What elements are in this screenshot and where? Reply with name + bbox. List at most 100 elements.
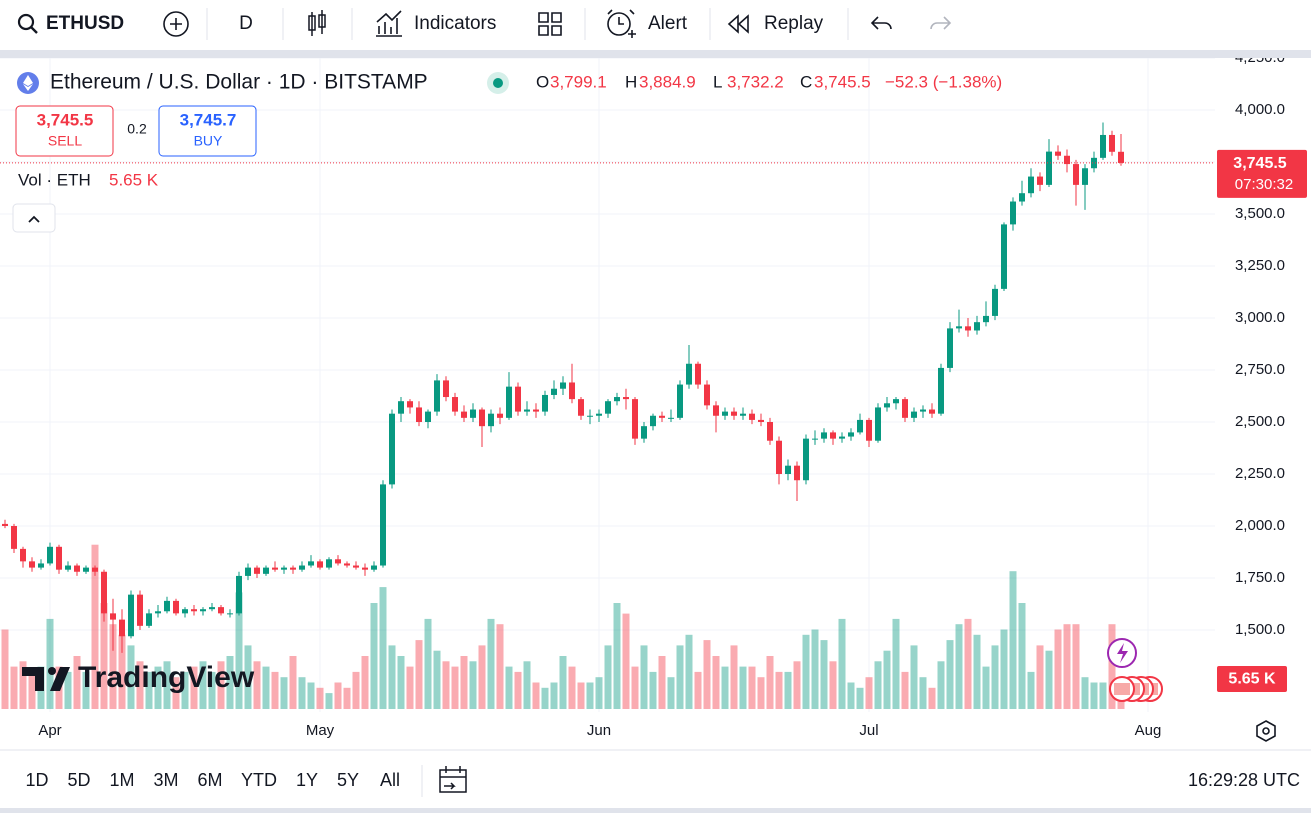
range-button[interactable]: 3M bbox=[153, 770, 178, 790]
volume-legend-value: 5.65 K bbox=[109, 170, 159, 189]
volume-bar bbox=[829, 661, 837, 709]
range-button[interactable]: 5Y bbox=[337, 770, 359, 790]
volume-bar bbox=[856, 687, 864, 709]
volume-legend: Vol · ETH bbox=[18, 170, 91, 189]
volume-bar bbox=[874, 661, 882, 709]
clock: 16:29:28 UTC bbox=[1188, 770, 1300, 790]
candle-body bbox=[1055, 151, 1061, 156]
x-tick-label: Aug bbox=[1135, 722, 1162, 739]
candle-body bbox=[362, 567, 368, 570]
candle-body bbox=[407, 401, 413, 408]
volume-bar bbox=[901, 671, 909, 709]
candle-body bbox=[1001, 224, 1007, 289]
candle-body bbox=[533, 409, 539, 412]
volume-bar bbox=[649, 671, 657, 709]
volume-bar bbox=[46, 618, 54, 709]
candle-body bbox=[992, 288, 998, 316]
volume-bar bbox=[271, 671, 279, 709]
candle-body bbox=[839, 436, 845, 439]
symbol[interactable]: ETHUSD bbox=[46, 13, 124, 34]
range-button[interactable]: 5D bbox=[67, 770, 90, 790]
candle-body bbox=[425, 411, 431, 422]
volume-bar bbox=[523, 661, 531, 709]
candle-body bbox=[434, 380, 440, 412]
watermark-logo bbox=[48, 667, 56, 675]
volume-bar bbox=[478, 645, 486, 709]
candle-body bbox=[830, 432, 836, 439]
candle-body bbox=[983, 315, 989, 323]
volume-bar bbox=[703, 640, 711, 709]
go-to-date[interactable] bbox=[439, 766, 467, 793]
candle-body bbox=[281, 567, 287, 570]
last-price: 3,745.5 bbox=[1233, 155, 1286, 172]
range-button[interactable]: 1D bbox=[25, 770, 48, 790]
range-button[interactable]: 6M bbox=[197, 770, 222, 790]
volume-bar bbox=[298, 677, 306, 709]
range-button[interactable]: YTD bbox=[241, 770, 277, 790]
volume-bar bbox=[235, 592, 243, 709]
buy-label: BUY bbox=[194, 133, 223, 149]
candle-body bbox=[155, 611, 161, 614]
candle-body bbox=[560, 382, 566, 389]
layouts[interactable] bbox=[538, 12, 562, 36]
range-button[interactable]: All bbox=[380, 770, 400, 790]
volume-bar bbox=[937, 661, 945, 709]
volume-bar bbox=[1000, 629, 1008, 709]
candle-body bbox=[443, 380, 449, 398]
volume-bar bbox=[721, 666, 729, 709]
volume-bar bbox=[640, 645, 648, 709]
sell-button[interactable] bbox=[15, 105, 114, 157]
range-button[interactable]: 1M bbox=[109, 770, 134, 790]
candle-body bbox=[1046, 151, 1052, 185]
interval[interactable]: D bbox=[239, 13, 253, 34]
footer-border bbox=[0, 808, 1311, 813]
volume-bar bbox=[586, 682, 594, 709]
volume-bar bbox=[1045, 650, 1053, 709]
last-price-tag bbox=[1217, 149, 1307, 198]
candle-body bbox=[677, 384, 683, 418]
alert[interactable]: Alert bbox=[648, 13, 688, 34]
candle-body bbox=[335, 559, 341, 564]
volume-bar bbox=[1108, 624, 1116, 709]
volume-bar bbox=[334, 682, 342, 709]
candle-body bbox=[605, 401, 611, 414]
candle-body bbox=[92, 567, 98, 572]
chart-type[interactable] bbox=[308, 10, 326, 36]
undo[interactable] bbox=[870, 16, 892, 30]
replay[interactable]: Replay bbox=[764, 13, 824, 34]
redo[interactable] bbox=[930, 16, 952, 30]
candle-body bbox=[1010, 201, 1016, 225]
add-symbol[interactable] bbox=[163, 11, 189, 37]
range-button[interactable]: 1Y bbox=[296, 770, 318, 790]
volume-bar bbox=[865, 677, 873, 709]
candle-body bbox=[398, 401, 404, 414]
volume-bar bbox=[469, 661, 477, 709]
volume-tag bbox=[1217, 666, 1287, 693]
candle-body bbox=[578, 399, 584, 416]
candle-body bbox=[506, 386, 512, 418]
volume-bar bbox=[910, 645, 918, 709]
candle-body bbox=[911, 411, 917, 418]
candle-body bbox=[74, 565, 80, 572]
candles bbox=[2, 122, 1124, 653]
indicators-icon bbox=[376, 10, 402, 37]
volume-bar bbox=[991, 645, 999, 709]
candle-body bbox=[938, 367, 944, 414]
volume-bar bbox=[1081, 677, 1089, 709]
buy-button[interactable] bbox=[158, 105, 257, 157]
candle-body bbox=[263, 567, 269, 574]
indicators[interactable]: Indicators bbox=[414, 13, 496, 34]
add-symbol-icon bbox=[170, 18, 182, 30]
volume-bar bbox=[577, 682, 585, 709]
search-icon[interactable] bbox=[17, 13, 35, 31]
volume-bar bbox=[838, 618, 846, 709]
axis-settings[interactable] bbox=[1256, 720, 1276, 742]
candle-body bbox=[20, 548, 26, 562]
candle-body bbox=[542, 394, 548, 412]
y-tick-label: 3,500.0 bbox=[1235, 205, 1285, 222]
ohlc-value: 3,884.9 bbox=[639, 72, 696, 91]
volume-bar bbox=[1036, 645, 1044, 709]
volume-bar bbox=[793, 661, 801, 709]
candle-body bbox=[884, 403, 890, 408]
x-tick-label: Jun bbox=[587, 722, 611, 739]
